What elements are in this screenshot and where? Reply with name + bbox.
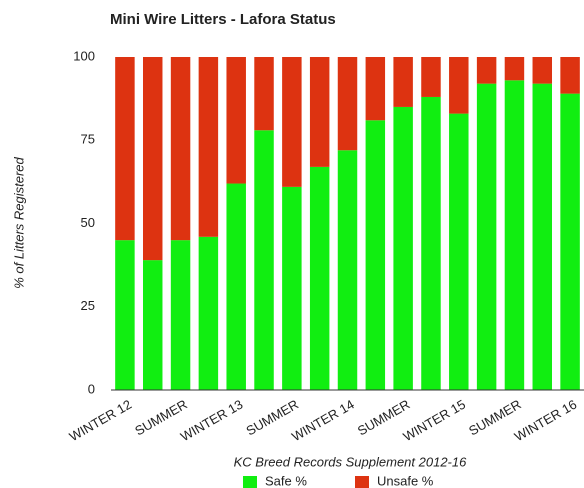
bar-segment bbox=[476, 57, 497, 84]
x-tick-label: WINTER 16 bbox=[512, 397, 580, 445]
bar-segment bbox=[170, 57, 191, 241]
bar-segment bbox=[449, 113, 469, 391]
chart-title: Mini Wire Litters - Lafora Status bbox=[110, 11, 336, 28]
bar-segment bbox=[309, 166, 330, 390]
legend-label: Unsafe % bbox=[377, 473, 434, 488]
bar-segment bbox=[282, 57, 302, 187]
x-tick-label: WINTER 14 bbox=[289, 397, 357, 445]
bar-segment bbox=[393, 57, 413, 107]
bar-segment bbox=[449, 57, 469, 114]
y-tick-label: 50 bbox=[81, 215, 95, 230]
bar-segment bbox=[393, 106, 413, 390]
bar-segment bbox=[504, 57, 525, 81]
y-axis-title: % of Litters Registered bbox=[11, 156, 26, 288]
x-tick-label: WINTER 15 bbox=[400, 397, 468, 445]
bar-segment bbox=[282, 186, 302, 390]
y-tick-label: 75 bbox=[81, 132, 95, 147]
bar-segment bbox=[365, 57, 386, 121]
bar-segment bbox=[532, 57, 553, 84]
bar-segment bbox=[365, 120, 386, 391]
legend-swatch bbox=[355, 476, 369, 488]
bar-segment bbox=[476, 83, 497, 390]
y-tick-label: 25 bbox=[81, 298, 95, 313]
bar-segment bbox=[504, 80, 525, 390]
bar-segment bbox=[560, 93, 580, 390]
bar-segment bbox=[337, 150, 358, 390]
bar-segment bbox=[254, 57, 274, 131]
bar-segment bbox=[142, 57, 163, 261]
x-tick-label: WINTER 13 bbox=[178, 397, 246, 445]
bar-segment bbox=[142, 260, 163, 390]
legend-label: Safe % bbox=[265, 473, 307, 488]
bar-segment bbox=[115, 240, 135, 390]
x-axis-title: KC Breed Records Supplement 2012-16 bbox=[234, 454, 467, 469]
x-tick-label: WINTER 12 bbox=[67, 397, 135, 445]
bar-segment bbox=[254, 130, 274, 390]
bar-segment bbox=[560, 57, 580, 94]
bar-segment bbox=[337, 57, 358, 151]
y-tick-label: 100 bbox=[73, 48, 95, 63]
bar-segment bbox=[226, 183, 246, 390]
bar-segment bbox=[421, 57, 441, 97]
bar-segment bbox=[115, 57, 135, 241]
bar-segment bbox=[532, 83, 553, 390]
bar-segment bbox=[421, 96, 441, 391]
y-tick-label: 0 bbox=[88, 381, 95, 396]
bar-segment bbox=[198, 236, 219, 390]
bar-segment bbox=[198, 57, 219, 237]
legend-swatch bbox=[243, 476, 257, 488]
bar-segment bbox=[170, 240, 191, 390]
bar-segment bbox=[309, 57, 330, 167]
bar-segment bbox=[226, 57, 246, 184]
